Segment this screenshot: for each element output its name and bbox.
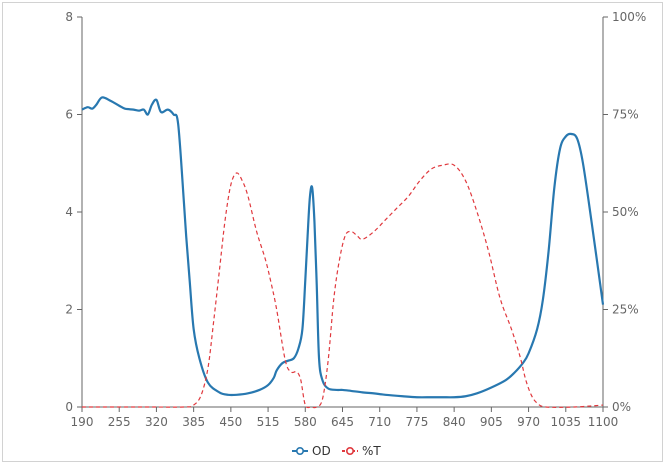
y-right-tick-label: 0% <box>612 400 631 414</box>
x-tick-label: 580 <box>294 415 317 429</box>
x-tick-label: 515 <box>257 415 280 429</box>
x-tick-label: 970 <box>517 415 540 429</box>
legend-item-t[interactable]: %T <box>342 444 381 458</box>
legend-item-od[interactable]: OD <box>292 444 331 458</box>
y-left-tick-label: 6 <box>65 108 73 122</box>
x-tick-label: 450 <box>219 415 242 429</box>
x-tick-label: 255 <box>108 415 131 429</box>
y-right-tick-label: 100% <box>612 10 646 24</box>
chart-legend[interactable]: OD %T <box>292 444 381 458</box>
x-tick-label: 710 <box>368 415 391 429</box>
x-tick-label: 905 <box>480 415 503 429</box>
legend-marker <box>345 446 354 455</box>
x-tick-label: 1035 <box>551 415 582 429</box>
y-left-tick-label: 8 <box>65 10 73 24</box>
y-right-tick-label: 50% <box>612 205 639 219</box>
y-left-tick-label: 2 <box>65 303 73 317</box>
series-line-t <box>81 163 604 409</box>
x-tick-label: 190 <box>71 415 94 429</box>
y-right-tick-label: 75% <box>612 108 639 122</box>
chart-frame <box>2 2 663 462</box>
y-left-tick-label: 4 <box>65 205 73 219</box>
x-tick-label: 775 <box>405 415 428 429</box>
x-tick-label: 645 <box>331 415 354 429</box>
legend-marker <box>295 446 304 455</box>
x-tick-label: 385 <box>182 415 205 429</box>
x-tick-label: 840 <box>443 415 466 429</box>
x-tick-label: 320 <box>145 415 168 429</box>
series-line-od <box>81 96 605 399</box>
x-tick-label: 1100 <box>588 415 619 429</box>
legend-label: %T <box>362 444 381 458</box>
legend-label: OD <box>312 444 331 458</box>
y-left-tick-label: 0 <box>65 400 73 414</box>
y-right-tick-label: 25% <box>612 303 639 317</box>
